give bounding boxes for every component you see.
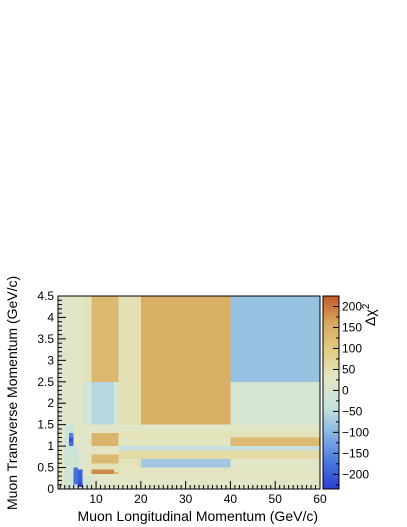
- z-tick-label: −50: [342, 404, 363, 418]
- z-tick-label: 150: [342, 320, 362, 334]
- heatmap-cell: [69, 450, 74, 489]
- heatmap-cell: [118, 458, 141, 468]
- color-bar-gradient: [322, 295, 340, 490]
- y-axis-label: Muon Transverse Momentum (GeV/c): [4, 276, 20, 510]
- heatmap-cell: [118, 431, 320, 438]
- x-tick-label: 30: [179, 492, 193, 506]
- y-tick-label: 4.5: [37, 289, 54, 303]
- heatmap-cell: [69, 441, 74, 447]
- heatmap-cell: [113, 381, 119, 425]
- x-tick-label: 40: [224, 492, 238, 506]
- heatmap-cell: [91, 446, 119, 455]
- y-tick-label: 4: [47, 310, 54, 324]
- y-tick-label: 2.5: [37, 375, 54, 389]
- heatmap-cell: [73, 424, 79, 447]
- heatmap-cell: [118, 476, 320, 489]
- heatmap-cell: [91, 433, 119, 447]
- heatmap-cell: [118, 437, 231, 447]
- heatmap-cell: [69, 424, 74, 429]
- x-tick-label: 50: [269, 492, 283, 506]
- y-tick-label: 1.5: [37, 418, 54, 432]
- heatmap-cell: [73, 467, 79, 485]
- heatmap-cell: [91, 381, 114, 425]
- plot-frame: [57, 295, 321, 490]
- heatmap-cell: [91, 469, 114, 474]
- x-tick-label: 20: [134, 492, 148, 506]
- heatmap-cell: [230, 437, 320, 447]
- heatmap-cell: [91, 454, 119, 464]
- z-tick-label: −150: [342, 446, 369, 460]
- z-tick-label: 50: [342, 362, 356, 376]
- z-tick-label: 0: [342, 383, 349, 397]
- x-tick-label: 60: [313, 492, 327, 506]
- y-axis: 0 0.5 1 1.5 2 2.5 3 3.5 4 4.5: [37, 289, 66, 496]
- y-tick-label: 0: [47, 482, 54, 496]
- heatmap-cell: [118, 424, 320, 432]
- heatmap-cell: [69, 428, 74, 434]
- heatmap-cell: [91, 424, 119, 434]
- heatmap-cell: [58, 296, 65, 489]
- heatmap-cell: [69, 437, 74, 442]
- heatmap-cell: [82, 424, 92, 477]
- y-tick-label: 0.5: [37, 461, 54, 475]
- heatmap-cell: [230, 458, 320, 468]
- heatmap-cells: [58, 296, 320, 489]
- z-tick-label: 200: [342, 299, 362, 313]
- color-bar: 200 150 100 50 0 −50 −100 −150 −200: [322, 295, 369, 490]
- heatmap-cell: [91, 473, 119, 489]
- heatmap-cell: [78, 469, 83, 483]
- heatmap-cell: [140, 458, 231, 468]
- heatmap-cell: [118, 446, 320, 451]
- heatmap-cell: [78, 482, 83, 487]
- color-bar-label-exponent: 2: [361, 303, 372, 309]
- color-bar-label-base: Δχ: [362, 309, 378, 326]
- heatmap-cell: [69, 433, 74, 438]
- z-tick-label: 100: [342, 341, 362, 355]
- y-tick-label: 1: [47, 439, 54, 453]
- heatmap-cell: [64, 424, 70, 489]
- heatmap-cell: [91, 463, 119, 472]
- heatmap-cell: [118, 467, 320, 477]
- x-axis: 10 20 30 40 50 60: [59, 481, 327, 506]
- heatmap-cell: [58, 424, 65, 489]
- y-tick-label: 3: [47, 353, 54, 367]
- y-tick-label: 2: [47, 396, 54, 410]
- heatmap-cell: [69, 446, 74, 451]
- y-tick-label: 3.5: [37, 332, 54, 346]
- heatmap-cell: [78, 424, 83, 489]
- z-tick-label: −100: [342, 425, 369, 439]
- heatmap-cell: [118, 450, 320, 459]
- z-tick-label: −200: [342, 467, 369, 481]
- x-axis-label: Muon Longitudinal Momentum (GeV/c): [78, 508, 318, 524]
- color-bar-label: Δχ2: [361, 303, 378, 326]
- x-tick-label: 10: [89, 492, 103, 506]
